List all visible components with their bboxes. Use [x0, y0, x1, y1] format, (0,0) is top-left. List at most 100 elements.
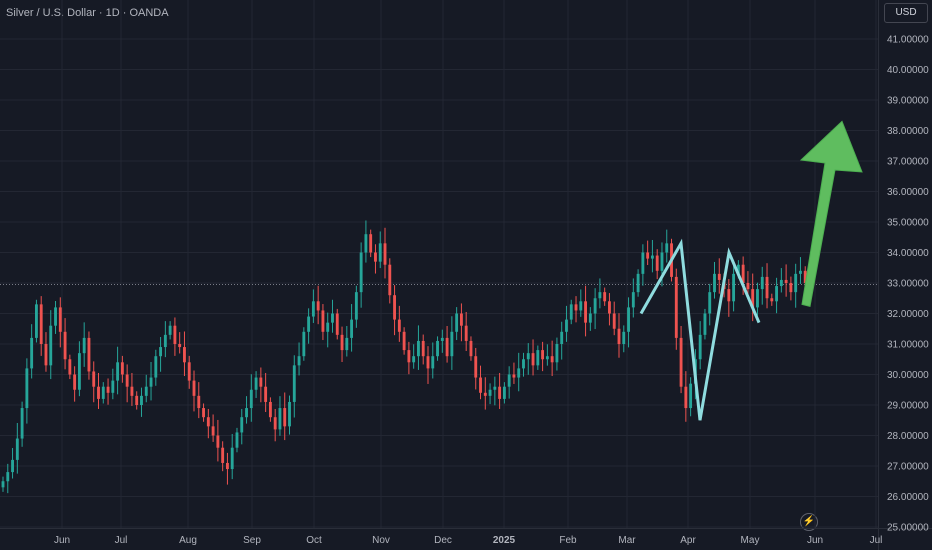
candle-body — [15, 438, 19, 460]
candle-body — [77, 353, 81, 390]
price-tick-label: 34.00000 — [887, 248, 929, 259]
candle-body — [545, 356, 549, 360]
candle-body — [254, 377, 258, 390]
candle-body — [97, 386, 100, 399]
candle-body — [407, 350, 411, 363]
candle-body — [469, 340, 473, 357]
candle-body — [245, 408, 248, 418]
time-tick-label: Aug — [179, 535, 197, 546]
candle-body — [445, 337, 449, 357]
candle-body — [125, 374, 129, 387]
candle-body — [388, 264, 392, 296]
candle-body — [713, 273, 716, 293]
candle-body — [799, 270, 802, 274]
candle-body — [536, 350, 540, 366]
candle-body — [326, 322, 330, 332]
candle-body — [779, 279, 783, 287]
candle-body — [249, 389, 253, 409]
candle-body — [374, 252, 377, 262]
candle-body — [474, 356, 478, 378]
lightning-icon[interactable]: ⚡ — [800, 513, 818, 531]
candle-body — [187, 362, 191, 381]
candle-body — [660, 252, 664, 271]
candle-body — [541, 350, 545, 360]
candle-body — [627, 307, 630, 332]
candle-body — [746, 283, 750, 290]
candle-body — [555, 344, 559, 363]
candle-body — [11, 459, 14, 473]
candle-body — [617, 328, 621, 344]
candle-body — [197, 395, 201, 409]
candle-body — [397, 319, 401, 332]
price-axis[interactable]: 25.00000 26.00000 27.00000 28.00000 29.00000… — [887, 35, 929, 534]
candle-body — [569, 304, 573, 320]
candle-body — [479, 377, 482, 393]
candle-body — [30, 337, 34, 369]
candle-body — [240, 417, 244, 433]
candle-body — [321, 310, 325, 332]
candle-body — [364, 234, 368, 253]
time-axis[interactable]: Jun Jul Aug Sep Oct Nov Dec 2025 Feb Mar Apr May Jun… — [54, 535, 882, 546]
time-tick-label: Feb — [559, 535, 577, 546]
time-tick-label: Sep — [243, 535, 261, 546]
candle-body — [25, 368, 29, 409]
candle-body — [144, 386, 148, 396]
candle-body — [302, 331, 306, 357]
candle-body — [111, 380, 115, 393]
candle-body — [49, 325, 53, 366]
price-tick-label: 31.00000 — [887, 340, 929, 351]
candle-body — [73, 374, 77, 390]
time-tick-label: May — [741, 535, 760, 546]
candle-body — [106, 386, 110, 393]
candle-body — [82, 337, 86, 354]
candle-body — [283, 408, 287, 427]
bullish-arrow — [799, 120, 863, 307]
price-tick-label: 27.00000 — [887, 462, 929, 473]
candle-body — [507, 374, 511, 387]
candle-body — [393, 295, 396, 320]
candle-body — [135, 395, 139, 405]
candle-body — [565, 319, 568, 332]
candle-body — [140, 395, 143, 405]
drawing-overlays — [639, 120, 863, 421]
candle-body — [34, 304, 38, 338]
candle-body — [483, 392, 487, 396]
price-tick-label: 26.00000 — [887, 492, 929, 503]
candle-body — [173, 325, 177, 344]
candles — [1, 220, 812, 494]
candle-body — [689, 383, 693, 409]
price-tick-label: 33.00000 — [887, 279, 929, 290]
candle-body — [655, 255, 659, 271]
candle-body — [345, 337, 349, 351]
candle-body — [622, 331, 626, 344]
candle-body — [488, 389, 492, 396]
candle-body — [765, 276, 769, 299]
candle-body — [770, 298, 774, 302]
candle-body — [756, 289, 759, 308]
candle-body — [6, 472, 10, 482]
candle-body — [459, 313, 463, 326]
candle-body — [574, 304, 578, 311]
pattern-line — [639, 238, 761, 421]
price-tick-label: 35.00000 — [887, 218, 929, 229]
candle-body — [292, 365, 296, 402]
candle-body — [426, 356, 430, 369]
candle-body — [450, 331, 454, 357]
candle-body — [331, 313, 334, 323]
candle-body — [54, 307, 57, 326]
candle-body — [412, 356, 416, 363]
candle-body — [579, 301, 583, 311]
candle-body — [741, 264, 745, 283]
currency-button[interactable]: USD — [884, 3, 928, 23]
time-tick-label: Jul — [870, 535, 883, 546]
candle-body — [784, 279, 788, 283]
price-tick-label: 30.00000 — [887, 370, 929, 381]
candle-body — [168, 325, 172, 335]
time-tick-label: 2025 — [493, 535, 516, 546]
candle-body — [192, 380, 196, 396]
candle-body — [297, 356, 301, 366]
candle-body — [789, 283, 793, 293]
candle-body — [149, 377, 153, 387]
